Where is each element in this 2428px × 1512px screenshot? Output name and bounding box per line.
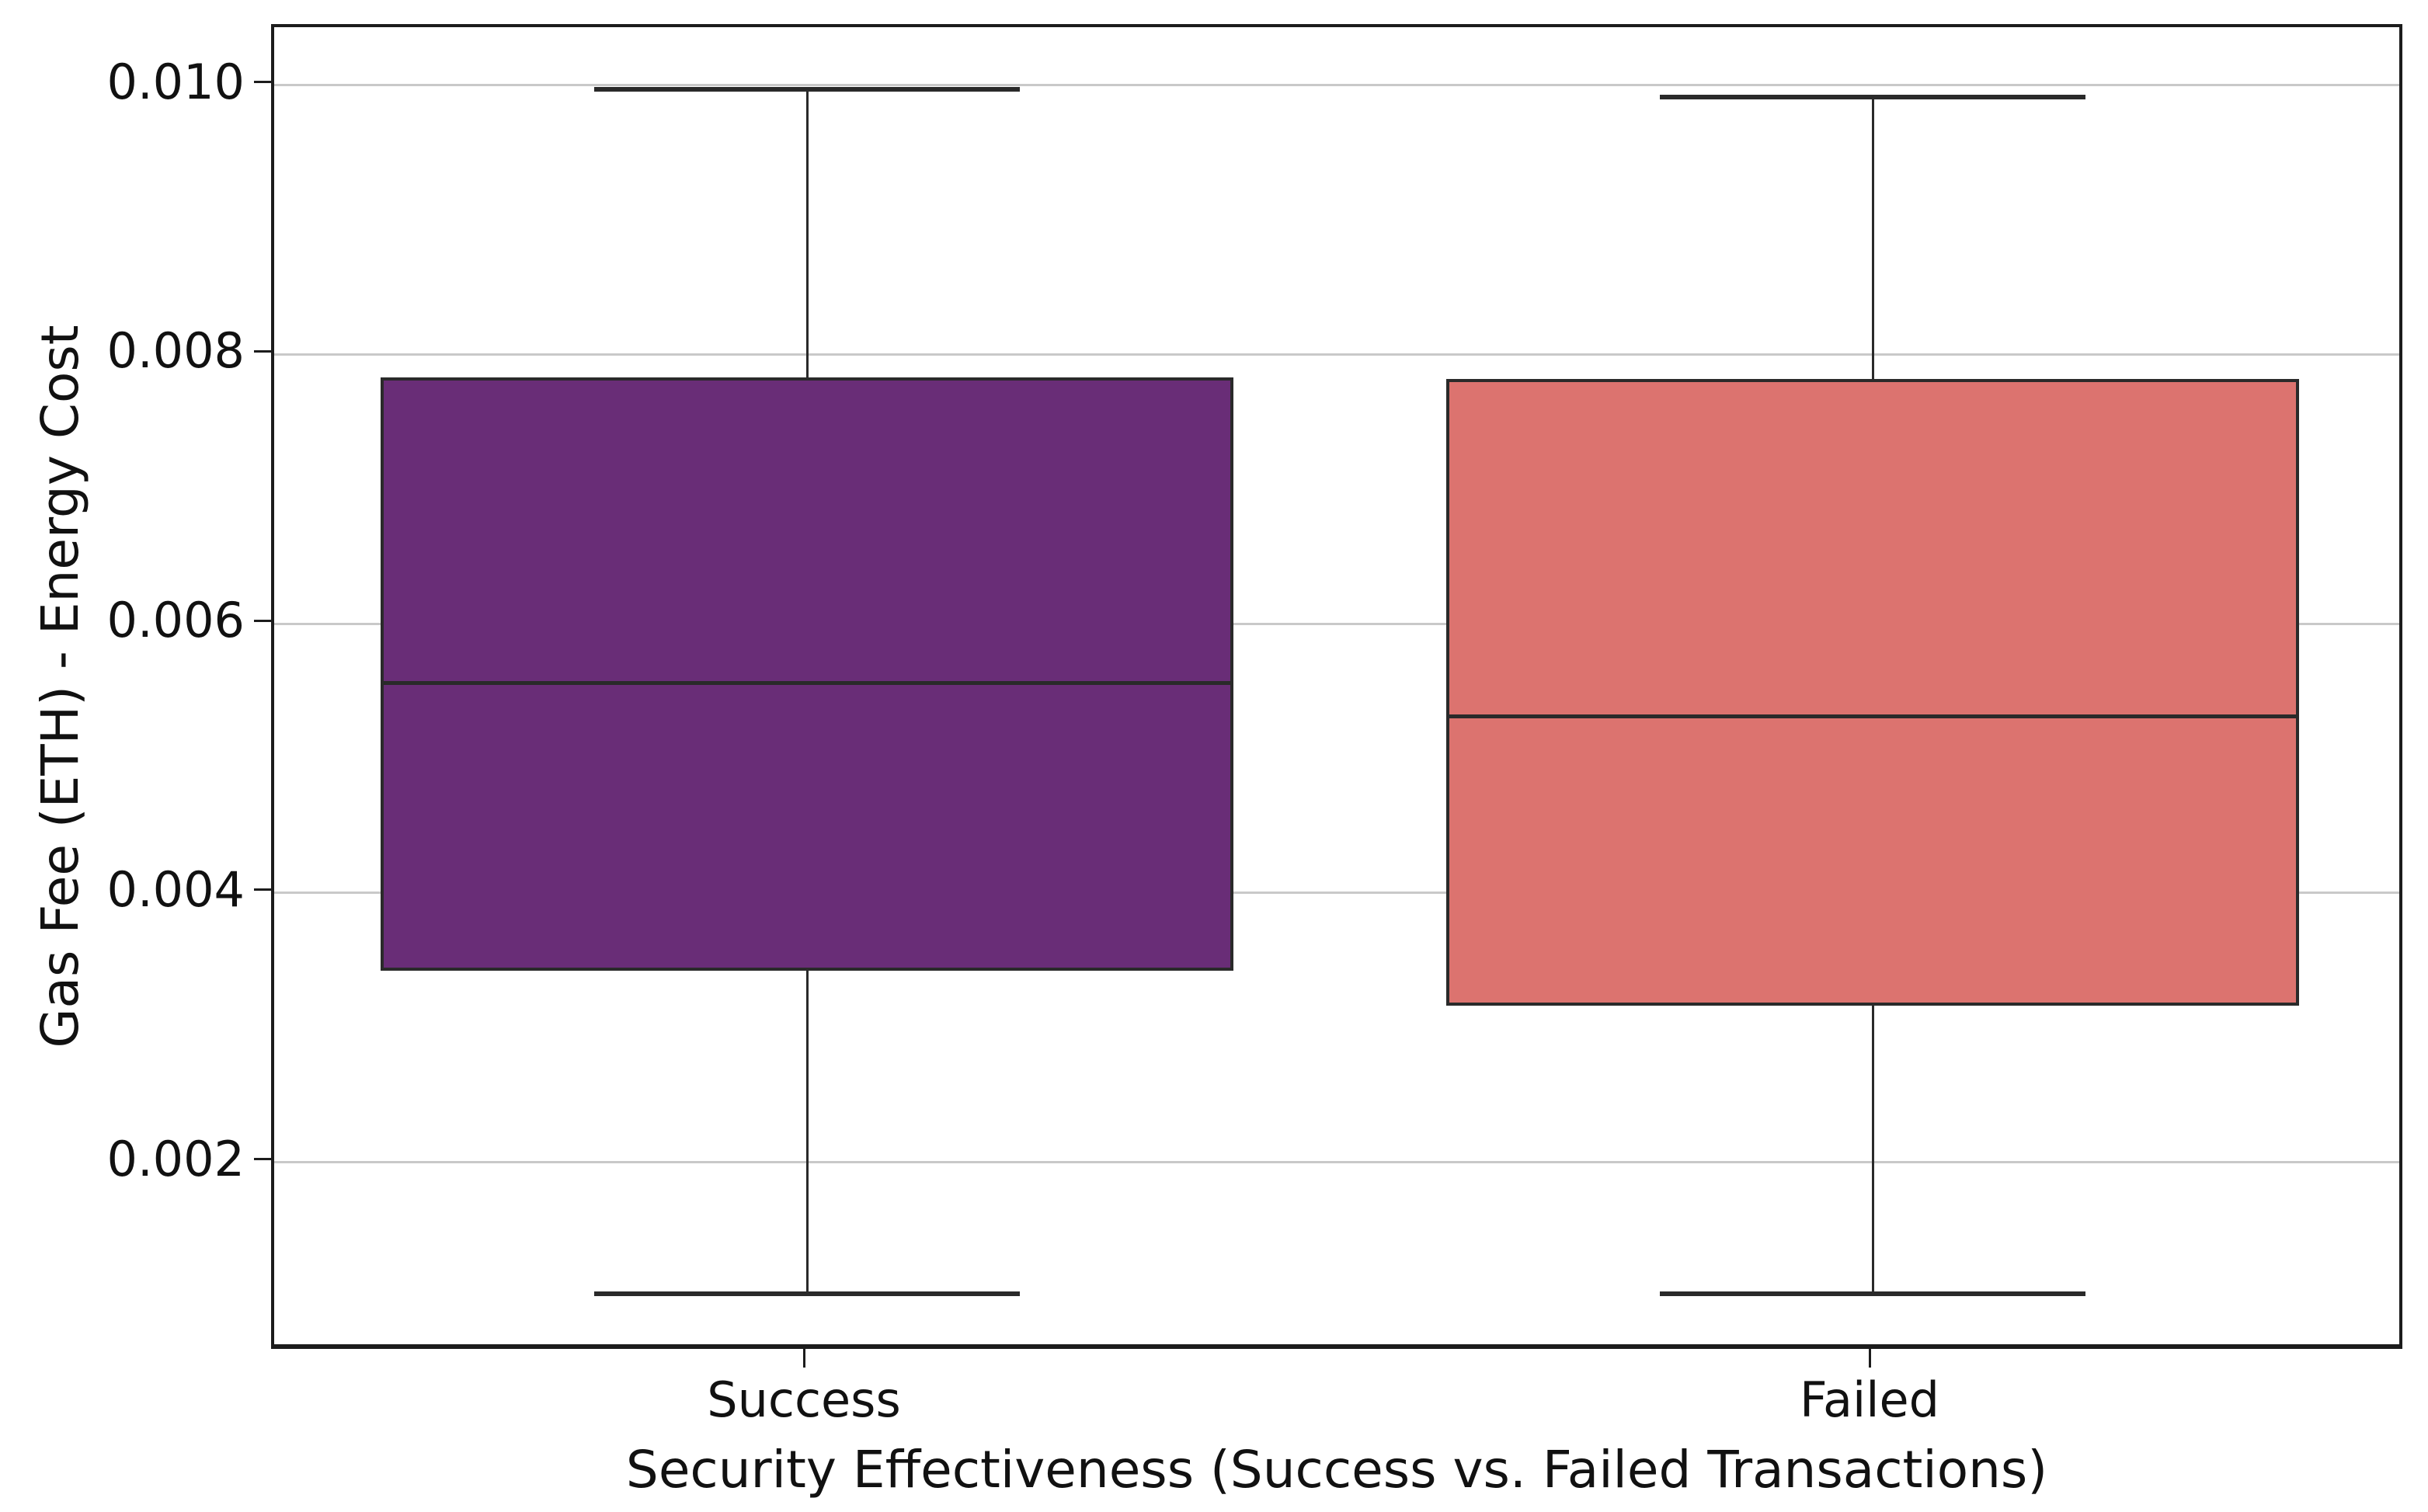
y-tick (254, 81, 271, 84)
y-axis-label: Gas Fee (ETH) - Energy Cost (30, 325, 90, 1048)
box-failed (1446, 378, 2299, 1006)
gridline (274, 622, 2399, 625)
whisker-cap-top-failed (1659, 95, 2086, 100)
y-tick (254, 619, 271, 622)
gridline (274, 1161, 2399, 1164)
y-tick (254, 888, 271, 892)
x-tick-failed (1868, 1349, 1871, 1368)
gridline (274, 353, 2399, 356)
whisker-cap-top-success (593, 86, 1021, 92)
gridline (274, 892, 2399, 895)
y-tick-label: 0.006 (106, 592, 245, 649)
y-tick-label: 0.010 (106, 53, 245, 110)
whisker-cap-bottom-success (593, 1291, 1021, 1297)
x-tick-label-failed: Failed (1800, 1371, 1939, 1428)
x-tick-label-success: Success (707, 1371, 901, 1428)
y-tick-label: 0.002 (106, 1130, 245, 1187)
y-tick-label: 0.004 (106, 860, 245, 918)
box-success (381, 377, 1233, 972)
median-line-failed (1446, 714, 2299, 719)
y-tick (254, 349, 271, 353)
x-axis-label: Security Effectiveness (Success vs. Fail… (625, 1440, 2048, 1500)
median-line-success (381, 680, 1233, 685)
plot-area (271, 24, 2402, 1349)
x-tick-success (802, 1349, 805, 1368)
y-tick (254, 1158, 271, 1161)
whisker-cap-bottom-failed (1659, 1291, 2086, 1297)
gridline (274, 84, 2399, 87)
y-tick-label: 0.008 (106, 322, 245, 380)
